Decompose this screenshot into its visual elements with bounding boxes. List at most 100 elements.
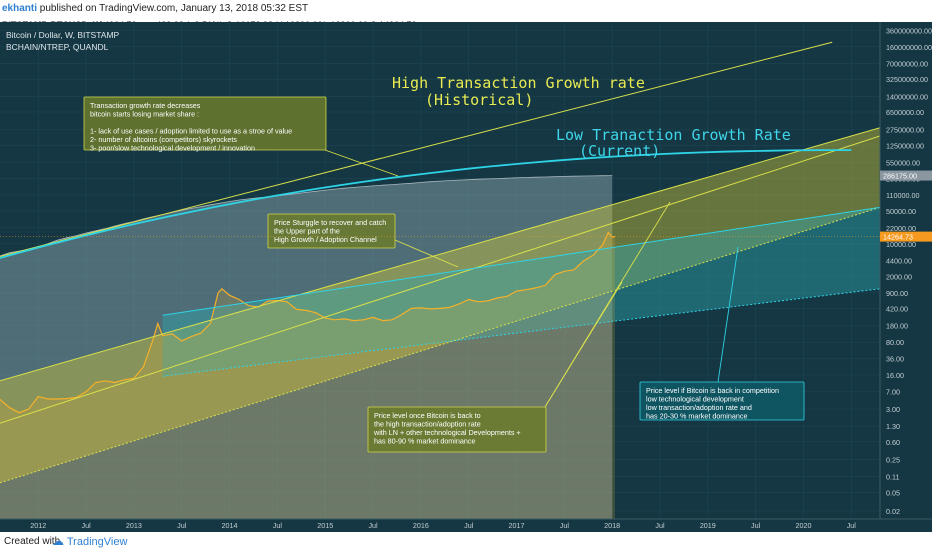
y-tick-label: 4400.00 xyxy=(886,257,912,266)
x-tick-label: 2016 xyxy=(413,521,429,530)
y-tick-label: 360000000.00 xyxy=(886,26,932,35)
high-growth-channel-fill xyxy=(0,127,880,483)
trendline-low-growth-channel-bottom xyxy=(162,288,880,377)
low-growth-curve xyxy=(0,149,852,259)
annotation-high-adoption-line: has 80-90 % market dominance xyxy=(374,437,475,446)
y-tick-label: 7.00 xyxy=(886,388,900,397)
x-tick-label: 2013 xyxy=(126,521,142,530)
annotation-decrease-line: 3- poor/slow technological development /… xyxy=(90,144,255,153)
low-growth-title: (Current) xyxy=(579,142,660,160)
y-tick-label: 50000.00 xyxy=(886,207,916,216)
annotation-struggle-line: Price Sturggle to recover and catch xyxy=(274,218,386,227)
y-tick-label: 2000.00 xyxy=(886,273,912,282)
footer: Created with ☁ TradingView xyxy=(0,532,932,550)
x-tick-label: Jul xyxy=(847,521,857,530)
y-tick-label: 1.30 xyxy=(886,422,900,431)
annotation-struggle-frame xyxy=(267,213,396,249)
price-axis-background xyxy=(880,22,932,532)
price-marker-box xyxy=(880,170,932,181)
y-tick-label: 1250000.00 xyxy=(886,142,924,151)
pointer-struggle xyxy=(394,239,459,268)
price-marker-box xyxy=(880,231,932,242)
low-growth-channel-fill xyxy=(162,207,880,377)
annotation-decrease-line: 1- lack of use cases / adoption limited … xyxy=(90,127,292,136)
y-tick-label: 160000000.00 xyxy=(886,43,932,52)
annotation-high-adoption-line: Price level once Bitcoin is back to xyxy=(374,411,481,420)
price-marker-label: 14264.73 xyxy=(883,233,913,242)
annotation-competition-line: has 20-30 % market dominance xyxy=(646,412,747,421)
trendline-low-growth-channel-top xyxy=(162,206,880,316)
publish-date: published on TradingView.com, January 13… xyxy=(39,3,309,14)
annotation-decrease-line: 2- number of altcoins (competitors) skyr… xyxy=(90,135,237,144)
trendline-high-growth-upper xyxy=(0,41,833,257)
y-tick-label: 0.25 xyxy=(886,456,900,465)
y-tick-label: 6500000.00 xyxy=(886,108,924,117)
x-tick-label: 2012 xyxy=(30,521,46,530)
chart-title: Bitcoin / Dollar, W, BITSTAMP xyxy=(6,30,120,40)
y-tick-label: 110000.00 xyxy=(886,191,919,200)
x-tick-label: 2018 xyxy=(604,521,620,530)
annotation-decrease: Transaction growth rate decreasesbitcoin… xyxy=(83,96,327,153)
x-tick-label: Jul xyxy=(751,521,761,530)
x-tick-label: Jul xyxy=(655,521,665,530)
annotation-competition-line: low technological development xyxy=(646,395,744,404)
y-tick-label: 14000000.00 xyxy=(886,92,928,101)
annotation-competition: Price level if Bitcoin is back in compet… xyxy=(639,381,805,421)
x-tick-label: Jul xyxy=(368,521,378,530)
y-tick-label: 16.00 xyxy=(886,371,904,380)
annotation-decrease-frame xyxy=(83,96,327,151)
y-tick-label: 0.60 xyxy=(886,438,900,447)
x-tick-label: Jul xyxy=(273,521,283,530)
y-tick-label: 80.00 xyxy=(886,338,904,347)
created-with-label: Created with xyxy=(4,536,61,547)
x-tick-label: 2017 xyxy=(509,521,525,530)
y-tick-label: 420.00 xyxy=(886,304,908,313)
y-tick-label: 0.05 xyxy=(886,488,900,497)
annotation-decrease-line: bitcoin starts losing market share : xyxy=(90,110,199,119)
annotation-high-adoption-line: the high transaction/adoption rate xyxy=(374,420,481,429)
annotation-high-adoption-frame xyxy=(367,406,547,453)
annotation-high-adoption-line: with LN + other technological Developmen… xyxy=(373,428,521,437)
high-growth-title: (Historical) xyxy=(425,91,533,109)
tradingview-logo[interactable]: ☁ TradingView xyxy=(52,534,127,548)
y-tick-label: 22000.00 xyxy=(886,224,916,233)
y-tick-label: 2750000.00 xyxy=(886,125,924,134)
x-tick-label: 2014 xyxy=(222,521,238,530)
author-link[interactable]: ekhanti xyxy=(2,3,38,14)
annotation-competition-line: Price level if Bitcoin is back in compet… xyxy=(646,386,779,395)
x-tick-label: 2020 xyxy=(795,521,811,530)
y-tick-label: 900.00 xyxy=(886,289,908,298)
publish-info: ekhanti published on TradingView.com, Ja… xyxy=(2,3,308,14)
x-tick-label: 2019 xyxy=(700,521,716,530)
trendline-high-growth-channel-top xyxy=(0,127,880,382)
tradingview-logo-text: TradingView xyxy=(66,536,128,548)
annotation-decrease-line: Transaction growth rate decreases xyxy=(90,101,201,110)
y-tick-label: 550000.00 xyxy=(886,158,920,167)
time-axis[interactable]: 2012 Jul 2013 Jul 2014 Jul 2015 Jul 2016 Jul 2017 J… xyxy=(30,521,856,530)
annotation-high-adoption: Price level once Bitcoin is back to the … xyxy=(367,406,547,453)
x-tick-label: Jul xyxy=(81,521,91,530)
price-markers: 286175.00 14264.73 xyxy=(0,170,932,242)
price-series-line xyxy=(0,231,616,414)
price-marker-label: 286175.00 xyxy=(883,172,917,181)
trendline-high-growth-channel-mid xyxy=(0,135,880,424)
y-tick-label: 32500000.00 xyxy=(886,75,928,84)
x-tick-label: Jul xyxy=(177,521,187,530)
trendline-layer xyxy=(0,41,880,484)
annotation-layer: High Transaction Growth rate(Historical)… xyxy=(83,74,805,453)
x-tick-label: Jul xyxy=(464,521,474,530)
low-growth-title: Low Tranaction Growth Rate xyxy=(556,126,791,144)
annotation-struggle-line: High Growth / Adoption Channel xyxy=(274,235,377,244)
y-tick-label: 36.00 xyxy=(886,354,904,363)
high-growth-title: High Transaction Growth rate xyxy=(392,74,645,92)
pointer-decrease xyxy=(324,149,399,177)
pointer-high-adoption-b xyxy=(544,281,623,408)
y-tick-label: 0.11 xyxy=(886,472,899,481)
pointer-competition xyxy=(717,246,739,383)
x-tick-label: Jul xyxy=(560,521,570,530)
price-chart[interactable]: High Transaction Growth rate(Historical)… xyxy=(0,22,932,532)
publish-header: ekhanti published on TradingView.com, Ja… xyxy=(0,0,932,20)
y-tick-label: 0.02 xyxy=(886,507,900,516)
network-value-line xyxy=(0,175,613,257)
